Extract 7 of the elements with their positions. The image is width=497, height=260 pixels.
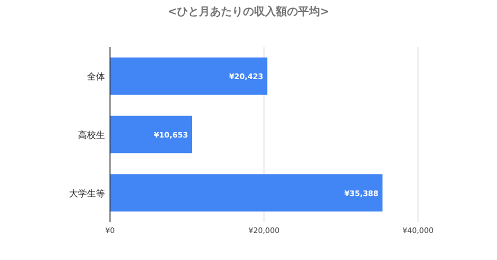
y-tick-label: 高校生 — [78, 130, 105, 141]
bar — [110, 58, 268, 95]
bar — [110, 116, 192, 154]
bar — [110, 174, 382, 212]
chart-title: <ひと月あたりの収入額の平均> — [168, 5, 330, 18]
y-tick-label: 全体 — [87, 72, 105, 83]
y-tick-label: 大学生等 — [69, 188, 105, 200]
